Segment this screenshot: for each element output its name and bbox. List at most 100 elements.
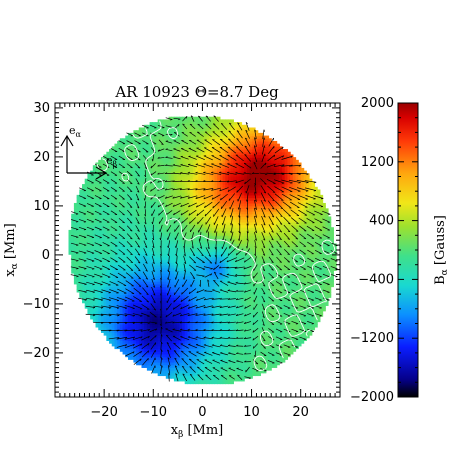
heatmap-cell bbox=[195, 130, 199, 134]
heatmap-cell bbox=[165, 240, 170, 244]
heatmap-cell bbox=[144, 286, 148, 290]
heatmap-cell bbox=[152, 192, 156, 196]
heatmap-cell bbox=[168, 197, 172, 201]
heatmap-cell bbox=[233, 370, 237, 374]
heatmap-cell bbox=[122, 308, 126, 312]
heatmap-cell bbox=[227, 176, 232, 180]
heatmap-cell bbox=[133, 273, 137, 277]
heatmap-cell bbox=[168, 124, 172, 129]
heatmap-cell bbox=[103, 246, 107, 250]
heatmap-cell bbox=[230, 197, 234, 201]
heatmap-cell bbox=[179, 119, 183, 123]
heatmap-cell bbox=[100, 167, 105, 172]
heatmap-cell bbox=[122, 286, 126, 290]
heatmap-cell bbox=[219, 324, 224, 328]
heatmap-cell bbox=[133, 205, 137, 209]
heatmap-cell bbox=[160, 135, 164, 139]
heatmap-cell bbox=[179, 351, 183, 355]
heatmap-cell bbox=[127, 348, 132, 352]
heatmap-cell bbox=[163, 138, 167, 142]
heatmap-cell bbox=[117, 189, 121, 193]
heatmap-cell bbox=[133, 178, 137, 182]
heatmap-cell bbox=[138, 289, 143, 293]
heatmap-cell bbox=[176, 135, 180, 139]
heatmap-cell bbox=[206, 299, 210, 304]
heatmap-cell bbox=[138, 154, 143, 158]
heatmap-cell bbox=[146, 221, 151, 226]
heatmap-cell bbox=[176, 343, 180, 347]
heatmap-cell bbox=[130, 151, 134, 156]
heatmap-cell bbox=[179, 184, 183, 188]
heatmap-cell bbox=[176, 321, 180, 325]
heatmap-cell bbox=[222, 246, 226, 250]
heatmap-cell bbox=[184, 259, 189, 263]
heatmap-cell bbox=[195, 291, 199, 296]
heatmap-cell bbox=[230, 372, 234, 377]
heatmap-cell bbox=[227, 361, 232, 366]
heatmap-cell bbox=[160, 140, 164, 145]
heatmap-cell bbox=[192, 297, 197, 301]
heatmap-cell bbox=[127, 316, 132, 320]
heatmap-cell bbox=[76, 273, 80, 277]
heatmap-cell bbox=[130, 251, 134, 255]
heatmap-cell bbox=[125, 256, 129, 261]
heatmap-cell bbox=[163, 184, 167, 188]
heatmap-cell bbox=[92, 316, 97, 320]
heatmap-cell bbox=[146, 302, 151, 306]
heatmap-cell bbox=[149, 343, 153, 347]
heatmap-cell bbox=[79, 197, 83, 201]
heatmap-cell bbox=[163, 318, 167, 323]
heatmap-cell bbox=[171, 329, 175, 333]
heatmap-cell bbox=[98, 294, 102, 298]
heatmap-cell bbox=[163, 359, 167, 363]
heatmap-cell bbox=[222, 326, 226, 331]
heatmap-cell bbox=[133, 186, 137, 191]
heatmap-cell bbox=[119, 259, 124, 263]
heatmap-cell bbox=[163, 192, 167, 196]
heatmap-cell bbox=[146, 273, 151, 277]
heatmap-cell bbox=[146, 332, 151, 336]
heatmap-cell bbox=[100, 237, 105, 242]
heatmap-cell bbox=[179, 246, 183, 250]
heatmap-cell bbox=[179, 316, 183, 320]
heatmap-cell bbox=[130, 140, 134, 145]
heatmap-cell bbox=[103, 326, 107, 331]
heatmap-cell bbox=[90, 200, 94, 204]
heatmap-cell bbox=[230, 192, 234, 196]
heatmap-cell bbox=[195, 227, 199, 231]
heatmap-cell bbox=[211, 127, 216, 131]
heatmap-cell bbox=[192, 202, 197, 207]
heatmap-cell bbox=[182, 200, 186, 204]
heatmap-cell bbox=[222, 240, 226, 244]
heatmap-cell bbox=[157, 275, 161, 280]
heatmap-cell bbox=[141, 281, 145, 285]
heatmap-cell bbox=[130, 154, 134, 158]
heatmap-cell bbox=[206, 267, 210, 271]
heatmap-cell bbox=[138, 219, 143, 223]
heatmap-cell bbox=[176, 267, 180, 271]
heatmap-cell bbox=[100, 299, 105, 304]
heatmap-cell bbox=[114, 176, 118, 180]
heatmap-cell bbox=[119, 321, 124, 325]
heatmap-cell bbox=[157, 267, 161, 271]
heatmap-cell bbox=[168, 364, 172, 368]
heatmap-cell bbox=[163, 256, 167, 261]
heatmap-cell bbox=[182, 205, 186, 209]
heatmap-cell bbox=[171, 337, 175, 342]
heatmap-cell bbox=[219, 275, 224, 280]
heatmap-cell bbox=[206, 329, 210, 333]
heatmap-cell bbox=[133, 208, 137, 212]
heatmap-cell bbox=[230, 267, 234, 271]
heatmap-cell bbox=[222, 335, 226, 339]
heatmap-cell bbox=[211, 275, 216, 280]
heatmap-cell bbox=[136, 291, 140, 296]
heatmap-cell bbox=[211, 251, 216, 255]
heatmap-cell bbox=[103, 264, 107, 269]
heatmap-cell bbox=[182, 213, 186, 218]
heatmap-cell bbox=[219, 132, 224, 137]
heatmap-cell bbox=[211, 184, 216, 188]
heatmap-cell bbox=[230, 351, 234, 355]
heatmap-cell bbox=[209, 273, 213, 277]
heatmap-cell bbox=[206, 192, 210, 196]
heatmap-cell bbox=[211, 259, 216, 263]
